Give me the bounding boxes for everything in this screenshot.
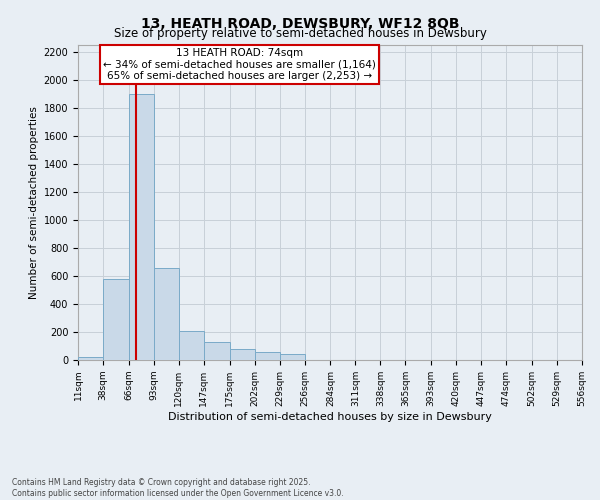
Bar xyxy=(154,268,179,360)
Y-axis label: Number of semi-detached properties: Number of semi-detached properties xyxy=(29,106,40,299)
Bar xyxy=(204,342,230,360)
X-axis label: Distribution of semi-detached houses by size in Dewsbury: Distribution of semi-detached houses by … xyxy=(168,412,492,422)
Text: 13, HEATH ROAD, DEWSBURY, WF12 8QB: 13, HEATH ROAD, DEWSBURY, WF12 8QB xyxy=(141,18,459,32)
Bar xyxy=(280,354,305,360)
Bar xyxy=(179,330,204,360)
Text: Size of property relative to semi-detached houses in Dewsbury: Size of property relative to semi-detach… xyxy=(113,28,487,40)
Bar xyxy=(230,349,254,360)
Bar xyxy=(129,94,154,360)
Text: Contains HM Land Registry data © Crown copyright and database right 2025.
Contai: Contains HM Land Registry data © Crown c… xyxy=(12,478,344,498)
Bar xyxy=(103,279,129,360)
Bar xyxy=(254,352,280,360)
Text: 13 HEATH ROAD: 74sqm
← 34% of semi-detached houses are smaller (1,164)
65% of se: 13 HEATH ROAD: 74sqm ← 34% of semi-detac… xyxy=(103,48,376,82)
Bar xyxy=(78,357,103,360)
